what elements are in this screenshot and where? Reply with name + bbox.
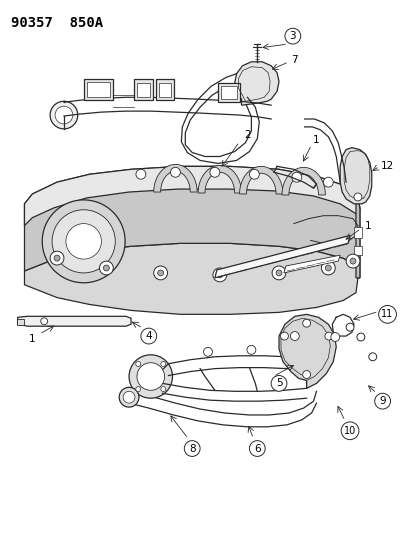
Text: 3: 3 <box>289 31 295 41</box>
Polygon shape <box>214 236 349 278</box>
Circle shape <box>320 261 335 275</box>
Circle shape <box>135 386 140 392</box>
Polygon shape <box>17 316 131 326</box>
Circle shape <box>161 386 165 392</box>
Polygon shape <box>24 244 357 314</box>
Text: 4: 4 <box>145 331 152 341</box>
Circle shape <box>340 422 358 440</box>
Circle shape <box>137 362 164 390</box>
Circle shape <box>129 355 172 398</box>
Circle shape <box>170 167 180 177</box>
Circle shape <box>140 328 156 344</box>
Circle shape <box>247 345 255 354</box>
Bar <box>137 84 150 98</box>
Circle shape <box>50 251 64 265</box>
Circle shape <box>42 200 125 283</box>
Circle shape <box>271 376 286 391</box>
Polygon shape <box>24 166 359 278</box>
Circle shape <box>345 254 359 268</box>
Circle shape <box>291 172 301 182</box>
Circle shape <box>135 361 140 366</box>
Circle shape <box>103 265 109 271</box>
Circle shape <box>378 305 396 323</box>
Circle shape <box>275 270 281 276</box>
Polygon shape <box>239 166 282 194</box>
Circle shape <box>324 332 332 340</box>
Bar <box>86 82 110 98</box>
Bar <box>158 84 171 98</box>
Circle shape <box>302 370 310 378</box>
Circle shape <box>153 266 167 280</box>
Text: 9: 9 <box>378 396 385 406</box>
Circle shape <box>330 333 339 342</box>
Circle shape <box>66 223 101 259</box>
Circle shape <box>280 332 288 340</box>
Polygon shape <box>24 166 359 225</box>
Circle shape <box>325 265 330 271</box>
Bar <box>155 78 174 100</box>
Circle shape <box>356 333 364 341</box>
Text: 10: 10 <box>343 426 355 436</box>
Polygon shape <box>281 167 325 195</box>
FancyBboxPatch shape <box>83 78 113 100</box>
Text: 1: 1 <box>313 135 319 145</box>
Circle shape <box>323 177 332 187</box>
Text: 5: 5 <box>275 378 282 389</box>
Text: 12: 12 <box>380 161 393 172</box>
Text: 8: 8 <box>188 443 195 454</box>
Polygon shape <box>355 196 359 278</box>
Circle shape <box>184 441 199 456</box>
Text: 11: 11 <box>380 309 393 319</box>
Circle shape <box>349 258 355 264</box>
Circle shape <box>249 441 265 456</box>
Text: 1: 1 <box>363 221 370 231</box>
Polygon shape <box>234 62 278 105</box>
Text: 2: 2 <box>244 130 250 140</box>
Polygon shape <box>278 314 335 389</box>
Circle shape <box>249 169 259 179</box>
Polygon shape <box>198 165 241 193</box>
Text: 6: 6 <box>254 443 260 454</box>
Circle shape <box>374 393 389 409</box>
Circle shape <box>157 270 163 276</box>
Circle shape <box>353 193 361 201</box>
Circle shape <box>290 332 299 341</box>
Bar <box>217 83 239 102</box>
Polygon shape <box>339 148 371 204</box>
Circle shape <box>119 387 139 407</box>
Circle shape <box>161 361 165 366</box>
Circle shape <box>216 272 222 278</box>
Circle shape <box>50 101 78 129</box>
Circle shape <box>302 319 310 327</box>
Circle shape <box>212 268 226 282</box>
Circle shape <box>271 266 285 280</box>
Circle shape <box>345 323 353 331</box>
Circle shape <box>123 391 135 403</box>
Circle shape <box>203 348 212 356</box>
Circle shape <box>40 318 47 325</box>
Bar <box>134 78 152 100</box>
Bar <box>353 227 361 238</box>
Circle shape <box>284 28 300 44</box>
Polygon shape <box>283 255 339 273</box>
Text: 1: 1 <box>29 334 36 344</box>
Circle shape <box>52 210 115 273</box>
Circle shape <box>99 261 113 275</box>
Text: 7: 7 <box>291 55 297 65</box>
Circle shape <box>209 167 219 177</box>
Circle shape <box>54 255 60 261</box>
Circle shape <box>135 169 145 179</box>
Circle shape <box>368 353 376 361</box>
Circle shape <box>55 106 73 124</box>
Polygon shape <box>153 164 197 192</box>
Text: 90357  850A: 90357 850A <box>11 17 102 30</box>
Bar <box>353 246 361 255</box>
Bar <box>220 86 236 99</box>
Bar <box>17 319 24 325</box>
